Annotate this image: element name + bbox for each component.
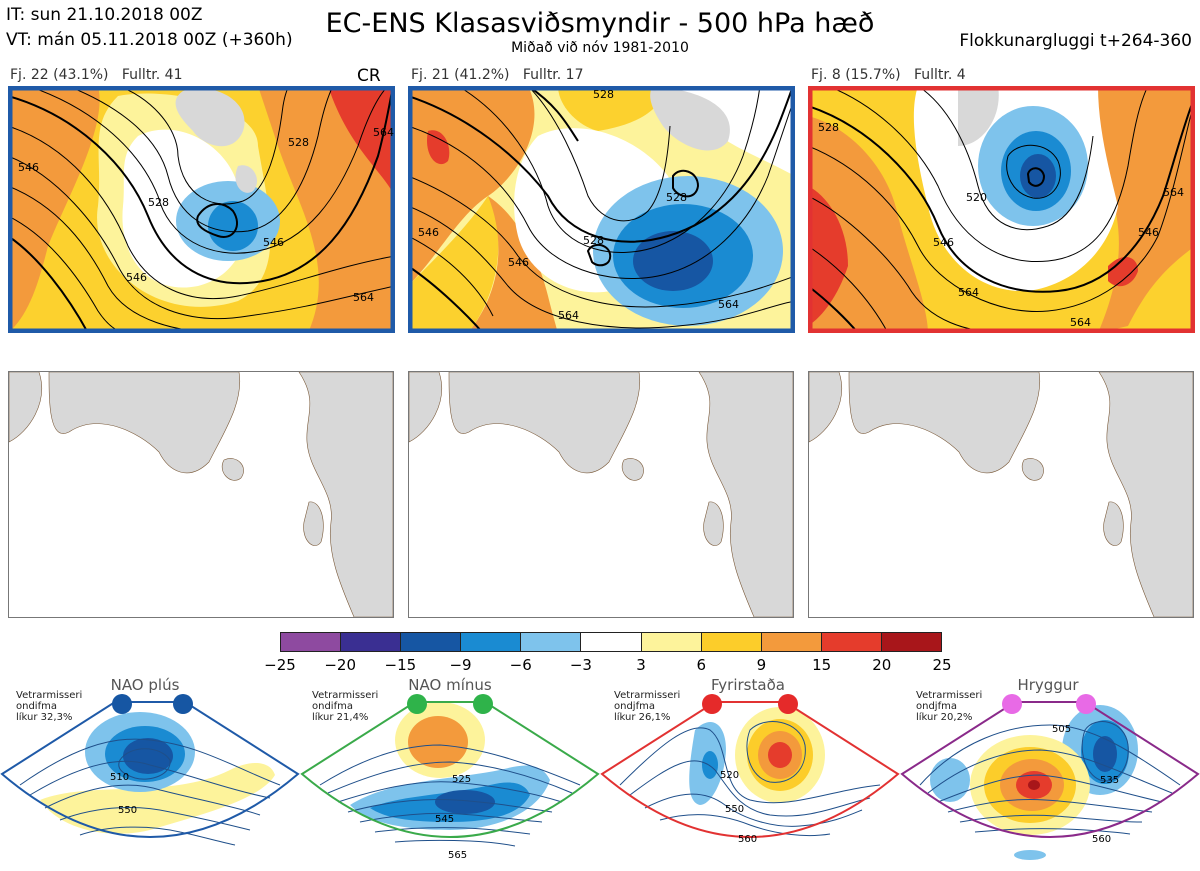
regime-3-dot	[778, 694, 798, 714]
regime-1-map: 510 550	[0, 694, 300, 846]
cluster-1-contour-label: 564	[353, 291, 374, 304]
regime-4-dot	[1076, 694, 1096, 714]
colorbar-tick-label: 25	[932, 656, 952, 674]
regime-3-season: Vetrarmisseri ondjfma líkur 26,1%	[614, 690, 681, 723]
empty-basemap-1	[8, 371, 394, 618]
anomaly-colorbar	[280, 632, 942, 652]
cluster-3-contour-label: 546	[933, 236, 954, 249]
regime-1-contour-label: 550	[118, 805, 137, 816]
cluster-2-map: 546 546 528 528 564 564 528	[408, 86, 795, 333]
regime-4-season: Vetrarmisseri ondjfma líkur 20,2%	[916, 690, 983, 723]
cluster-3-contour-label: 564	[1070, 316, 1091, 329]
cluster-1-contour-label: 546	[263, 236, 284, 249]
colorbar-tick-label: 9	[756, 656, 767, 674]
colorbar-tick-label: −15	[384, 656, 417, 674]
cluster-2-contour-label: 546	[418, 226, 439, 239]
cluster-1-contour-label: 564	[373, 126, 394, 139]
regime-2-contour-label: 525	[452, 774, 471, 785]
cluster-3-contour-label: 520	[966, 191, 987, 204]
regime-1-name: NAO plús	[110, 676, 180, 694]
regime-3-contour-label: 520	[720, 770, 739, 781]
cluster-3-map: 528 520 546 564 564 546 564	[808, 86, 1195, 333]
regime-3-contour-label: 560	[738, 834, 757, 845]
colorbar-swatch	[461, 633, 522, 651]
cluster-3-anomaly-chart: 528 520 546 564 564 546 564	[808, 86, 1195, 333]
basemap-land	[409, 372, 793, 617]
cluster-2-contour-label: 528	[583, 234, 604, 247]
colorbar-tick-label: −6	[509, 656, 532, 674]
cluster-1-contour-label: 546	[126, 271, 147, 284]
regime-4-contour-label: 535	[1100, 775, 1119, 786]
colorbar-swatch	[401, 633, 462, 651]
cluster-1-contour-label: 528	[288, 136, 309, 149]
regime-2-dot	[473, 694, 493, 714]
colorbar-swatch	[761, 633, 822, 651]
colorbar-tick-label: −25	[264, 656, 296, 674]
empty-basemap-2	[408, 371, 794, 618]
colorbar-swatch	[581, 633, 642, 651]
regime-4-contour-label: 560	[1092, 834, 1111, 845]
cluster-2-contour-label: 546	[508, 256, 529, 269]
clustering-window: Flokkunargluggi t+264-360	[959, 31, 1192, 51]
regime-3-map: 520 550 560	[600, 694, 900, 845]
regime-4-map: 505 535 560	[900, 694, 1200, 860]
cluster-2-contour-label: 564	[718, 298, 739, 311]
regime-3-dot	[702, 694, 722, 714]
regime-4-name: Hryggur	[1017, 676, 1079, 694]
cluster-1-contour-label: 528	[148, 196, 169, 209]
regime-2-season: Vetrarmisseri ondifma líkur 21,4%	[312, 690, 379, 723]
cluster-1-tag: CR	[357, 66, 381, 86]
regime-2-name: NAO mínus	[408, 676, 492, 694]
cluster-3-label: Fj. 8 (15.7%) Fulltr. 4	[811, 67, 966, 83]
cluster-3-contour-label: 546	[1138, 226, 1159, 239]
cluster-2-anomaly-chart: 546 546 528 528 564 564 528	[408, 86, 795, 333]
colorbar-swatch	[641, 633, 702, 651]
regime-1-season: Vetrarmisseri ondifma líkur 32,3%	[16, 690, 83, 723]
colorbar-swatch	[881, 633, 942, 651]
cluster-3-contour-label: 564	[958, 286, 979, 299]
regime-1-contour-label: 510	[110, 772, 129, 783]
cluster-1-contour-label: 546	[18, 161, 39, 174]
cluster-2-contour-label: 528	[666, 191, 687, 204]
cluster-3-contour-label: 528	[818, 121, 839, 134]
cluster-1-anomaly-chart: 546 528 546 546 528 564 564	[8, 86, 395, 333]
colorbar-swatch	[341, 633, 402, 651]
colorbar-swatch	[281, 633, 342, 651]
initial-time: IT: sun 21.10.2018 00Z	[6, 5, 203, 25]
regime-4-contour-label: 505	[1052, 724, 1071, 735]
cluster-1-label: Fj. 22 (43.1%) Fulltr. 41	[10, 67, 183, 83]
page-title: EC-ENS Klasasviðsmyndir - 500 hPa hæð	[325, 8, 875, 39]
regime-3-contour-label: 550	[725, 804, 744, 815]
regime-2-map: 525 545 565	[300, 694, 600, 861]
colorbar-tick-label: 3	[636, 656, 646, 674]
colorbar-swatch	[521, 633, 582, 651]
regime-2-contour-label: 565	[448, 850, 467, 861]
regime-4-dot	[1002, 694, 1022, 714]
cluster-2-contour-label: 528	[593, 88, 614, 101]
colorbar-tick-label: −9	[449, 656, 472, 674]
colorbar-tick-label: 15	[812, 656, 832, 674]
regime-maps: 510 550 525 545 565	[0, 694, 1200, 861]
valid-time: VT: mán 05.11.2018 00Z (+360h)	[6, 30, 293, 50]
colorbar-tick-label: 6	[696, 656, 707, 674]
colorbar-swatch	[821, 633, 882, 651]
page-subtitle: Miðað við nóv 1981-2010	[511, 40, 689, 56]
basemap-land	[9, 372, 393, 617]
basemap-land	[809, 372, 1193, 617]
colorbar-tick-label: −3	[569, 656, 592, 674]
cluster-2-label: Fj. 21 (41.2%) Fulltr. 17	[411, 67, 584, 83]
regime-1-dot	[112, 694, 132, 714]
regime-2-dot	[407, 694, 427, 714]
regime-1-dot	[173, 694, 193, 714]
colorbar-swatch	[701, 633, 762, 651]
colorbar-tick-label: −20	[324, 656, 356, 674]
cluster-2-contour-label: 564	[558, 309, 579, 322]
cluster-3-contour-label: 564	[1163, 186, 1184, 199]
cluster-1-map: 546 528 546 546 528 564 564	[8, 86, 395, 333]
colorbar-tick-label: 20	[872, 656, 892, 674]
regime-3-name: Fyrirstaða	[711, 676, 785, 694]
regime-2-contour-label: 545	[435, 814, 454, 825]
empty-basemap-3	[808, 371, 1194, 618]
